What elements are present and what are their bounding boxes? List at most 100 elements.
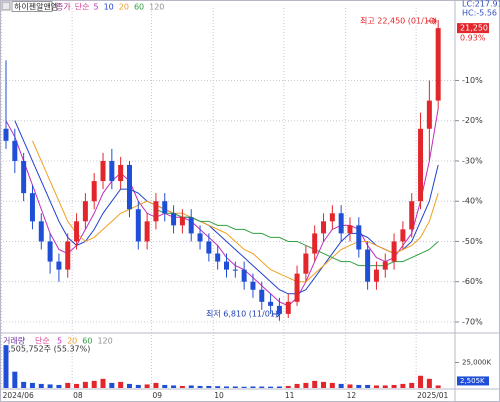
volume-bar [418, 375, 424, 388]
volume-legend-entry: 5 [57, 337, 62, 346]
change-label: 0.93% [460, 34, 486, 43]
volume-bar [21, 381, 27, 388]
hc-label: HC:-5.56 [462, 9, 497, 18]
candle-body [179, 217, 185, 226]
candle-body [118, 164, 124, 182]
volume-bar [12, 371, 18, 388]
volume-bar [321, 381, 327, 388]
volume-bar [294, 383, 300, 388]
candle-body [409, 201, 415, 230]
candle-body [356, 225, 362, 250]
high-arrow [427, 17, 437, 25]
legend-label: 종가 [56, 3, 71, 12]
candle-body [365, 249, 371, 282]
volume-bar [400, 383, 406, 388]
candle-body [285, 301, 291, 314]
volume-bar [409, 382, 415, 388]
volume-bar [171, 385, 177, 388]
lc-label: LC:217.91 [462, 0, 500, 9]
ma-line [155, 208, 439, 267]
candle-body [312, 233, 318, 254]
candle-body [29, 193, 35, 222]
y-tick-label: -70% [462, 317, 483, 326]
candle-body [188, 217, 194, 234]
candle-body [82, 201, 88, 222]
x-tick-label: 12 [347, 391, 357, 400]
volume-bar [259, 386, 265, 388]
x-tick-label: 2024/06 [3, 391, 34, 400]
chart-title: 하이젠알앤엠 [14, 2, 58, 12]
candle-body [153, 201, 159, 222]
volume-bar [373, 385, 379, 388]
volume-bar [206, 385, 212, 388]
candle-body [435, 28, 441, 101]
candle-body [382, 261, 388, 270]
candle-body [338, 213, 344, 234]
volume-bar [356, 384, 362, 388]
candle-body [65, 241, 71, 270]
volume-legend-entry: 120 [97, 337, 112, 346]
candle-body [206, 241, 212, 254]
x-tick-label: 08 [73, 391, 83, 400]
candle-body [3, 128, 9, 141]
x-tick-label: 11 [285, 391, 295, 400]
volume-bar [285, 385, 291, 388]
volume-bar [100, 378, 106, 388]
volume-bar [65, 382, 71, 388]
legend-entry: 20 [119, 3, 129, 12]
ma-line [32, 140, 439, 283]
volume-info: 2,505,752주 (55.37%) [3, 345, 90, 354]
candle-body [259, 289, 265, 302]
candle-body [426, 100, 432, 129]
candle-body [38, 221, 44, 242]
y-tick-label: -60% [462, 277, 483, 286]
candle-body [197, 233, 203, 242]
volume-bar [303, 382, 309, 388]
candle-body [109, 160, 115, 182]
x-tick-label: 10 [214, 391, 224, 400]
volume-bar [188, 385, 194, 388]
volume-bar [3, 345, 9, 388]
candle-body [294, 273, 300, 302]
menu-icon[interactable] [1, 1, 11, 11]
candle-body [47, 241, 53, 262]
candle-body [12, 140, 18, 161]
legend-entry: 10 [104, 3, 114, 12]
volume-bar [162, 384, 168, 388]
volume-ma-prefix: 단순 [35, 336, 50, 346]
candle-body [373, 269, 379, 282]
volume-bar [312, 380, 318, 388]
volume-bar [126, 383, 132, 388]
volume-bar [329, 382, 335, 388]
last-volume-box [457, 376, 489, 386]
volume-bar [365, 384, 371, 388]
candle-body [135, 209, 141, 242]
x-tick-label: 09 [153, 391, 163, 400]
candle-body [303, 253, 309, 274]
volume-bar [29, 382, 35, 388]
candle-body [250, 281, 256, 290]
volume-bar [153, 382, 159, 388]
volume-bar [118, 381, 124, 388]
y-tick-label: -30% [462, 156, 483, 165]
volume-bar [74, 383, 80, 388]
volume-bar [250, 386, 256, 388]
candle-body [56, 261, 62, 270]
title-box [11, 1, 53, 12]
candle-body [276, 305, 282, 314]
volume-bar [109, 382, 115, 388]
y-tick-label: -40% [462, 197, 483, 206]
candle-body [21, 160, 27, 194]
candle-body [144, 221, 150, 242]
volume-bar [224, 386, 229, 388]
candle-body [391, 241, 397, 262]
x-tick-label: 2025/01 [417, 391, 448, 400]
volume-bar [435, 385, 441, 388]
candle-body [232, 269, 238, 271]
candle-body [268, 301, 274, 306]
volume-bar [179, 385, 185, 388]
candle-body [100, 160, 106, 182]
volume-bar [56, 384, 62, 388]
volume-bar [276, 386, 282, 388]
